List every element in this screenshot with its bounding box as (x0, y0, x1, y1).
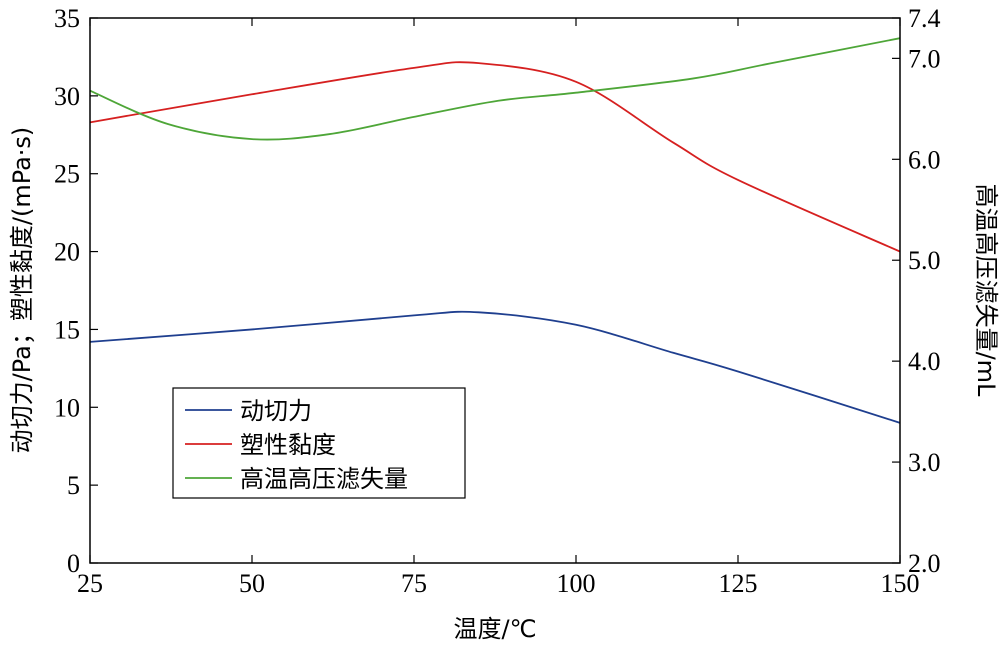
y-left-tick-label: 15 (54, 315, 80, 344)
legend-box (172, 387, 466, 499)
y-axis-right-label: 高温高压滤失量/mL (972, 184, 1000, 397)
y-right-tick-label: 7.4 (908, 4, 941, 33)
series-line-1 (89, 310, 901, 424)
y-left-tick-label: 0 (67, 549, 80, 578)
y-left-tick-label: 30 (54, 82, 80, 111)
plot-frame (89, 17, 901, 564)
x-tick-label: 125 (719, 569, 758, 598)
y-right-tick-label: 6.0 (908, 145, 941, 174)
x-tick-label: 100 (557, 569, 596, 598)
x-tick-label: 50 (239, 569, 265, 598)
series-line-3 (89, 37, 901, 141)
y-left-tick-label: 20 (54, 238, 80, 267)
y-right-tick-label: 5.0 (908, 246, 941, 275)
legend-label-1: 动切力 (240, 397, 312, 425)
y-axis-left-label: 动切力/Pa；塑性黏度/(mPa·s) (8, 127, 36, 454)
x-axis-label: 温度/℃ (453, 615, 536, 643)
y-right-tick-label: 7.0 (908, 44, 941, 73)
legend-label-2: 塑性黏度 (240, 431, 336, 459)
y-left-tick-label: 5 (67, 471, 80, 500)
series-line-2 (89, 61, 901, 253)
y-right-tick-label: 3.0 (908, 448, 941, 477)
y-left-tick-label: 25 (54, 160, 80, 189)
x-tick-label: 150 (881, 569, 920, 598)
x-tick-label: 75 (401, 569, 427, 598)
legend-label-3: 高温高压滤失量 (240, 465, 408, 493)
x-tick-label: 25 (77, 569, 103, 598)
y-right-tick-label: 2.0 (908, 549, 941, 578)
y-axis-right: 2.0 3.0 4.0 5.0 6.0 7.0 7.4 (892, 4, 941, 578)
y-left-tick-label: 10 (54, 393, 80, 422)
x-axis: 25 50 75 100 125 150 (77, 18, 920, 598)
y-axis-left: 0 5 10 15 20 25 30 35 (54, 4, 98, 578)
y-left-tick-label: 35 (54, 4, 80, 33)
y-right-tick-label: 4.0 (908, 347, 941, 376)
series-layer (89, 37, 901, 424)
